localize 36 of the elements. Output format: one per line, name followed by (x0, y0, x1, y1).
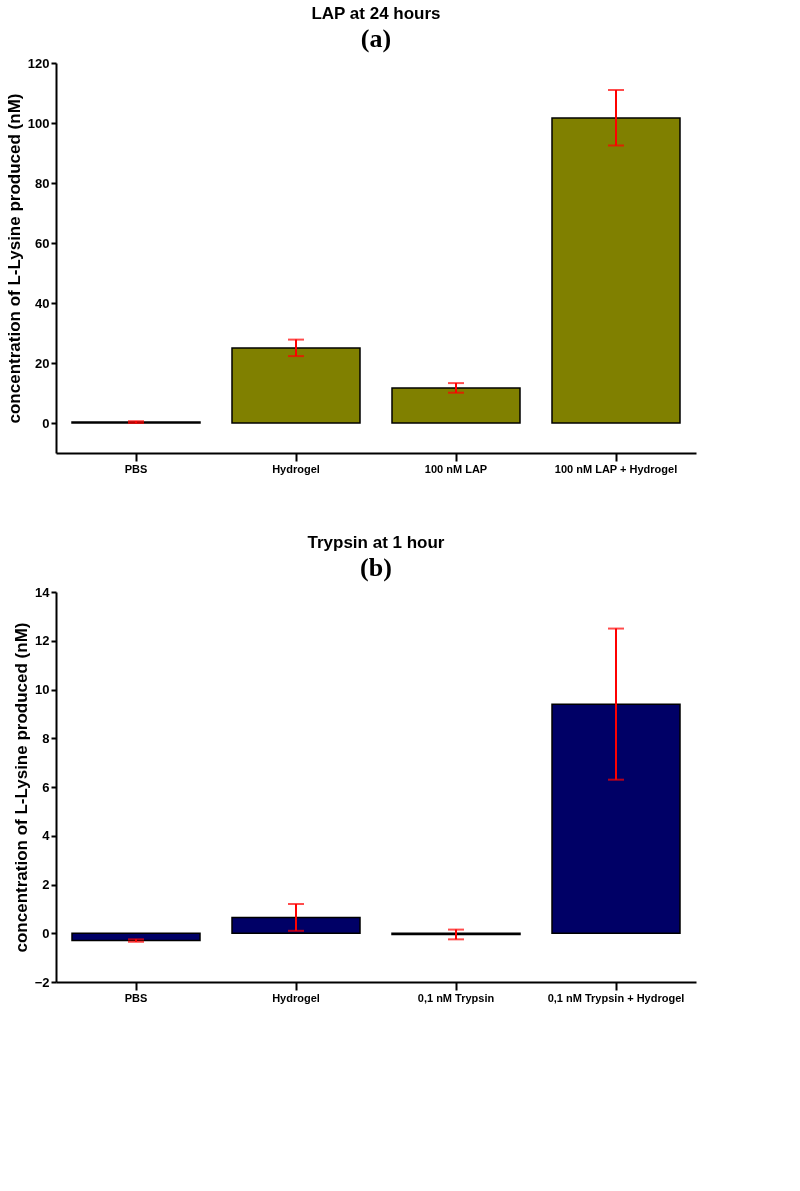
y-tick-label: 120 (27, 55, 50, 71)
y-tick-label: 8 (42, 730, 50, 746)
y-tick-label: 40 (35, 295, 50, 311)
y-tick-label: 10 (35, 682, 50, 697)
y-tick-label: 2 (42, 877, 50, 892)
y-tick-label: 12 (35, 633, 50, 649)
y-tick-label: −2 (34, 974, 50, 990)
bar (231, 347, 361, 424)
x-tick-label: Hydrogel (272, 462, 320, 475)
chart-subtitle: (a) (360, 24, 392, 53)
chart-subtitle: (b) (360, 553, 392, 582)
x-tick-label: PBS (124, 991, 148, 1004)
bar (551, 117, 681, 424)
bar (391, 387, 521, 424)
y-tick-label: 4 (42, 828, 51, 844)
y-tick-label: 6 (42, 779, 50, 795)
x-tick-label: PBS (124, 462, 148, 475)
bar (231, 916, 361, 934)
chart-title: LAP at 24 hours (311, 4, 441, 23)
y-axis-title: concentration of L-Lysine produced (nM) (4, 93, 24, 424)
y-tick-label: 20 (35, 355, 50, 371)
x-tick-label: 0,1 nM Trypsin (417, 991, 495, 1004)
y-tick-label: 60 (35, 235, 50, 251)
y-tick-label: 0 (42, 415, 50, 431)
y-tick-label: 80 (35, 175, 50, 191)
y-tick-label: 100 (27, 115, 50, 131)
chart-title: Trypsin at 1 hour (307, 533, 445, 552)
x-tick-label: 100 nM LAP + Hydrogel (554, 462, 678, 475)
bar (551, 703, 681, 934)
y-axis-title: concentration of L-Lysine produced (nM) (11, 622, 31, 953)
y-tick-label: 14 (35, 584, 51, 600)
x-tick-label: 100 nM LAP (424, 462, 488, 475)
bar (71, 932, 201, 942)
y-tick-label: 0 (42, 925, 50, 941)
x-tick-label: Hydrogel (272, 991, 320, 1004)
x-tick-label: 0,1 nM Trypsin + Hydrogel (547, 991, 685, 1004)
